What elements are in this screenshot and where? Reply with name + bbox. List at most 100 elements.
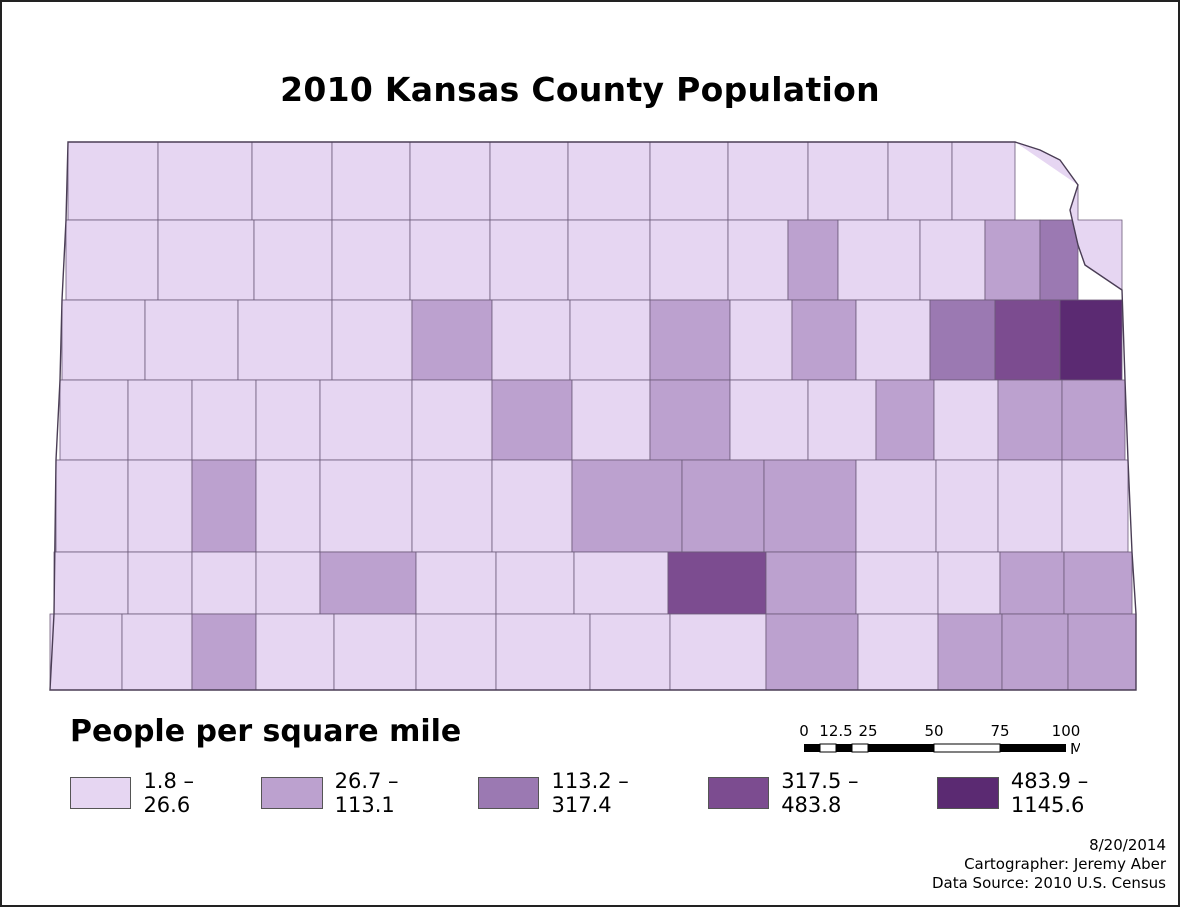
county	[251, 141, 333, 221]
county	[121, 613, 193, 691]
county	[649, 141, 729, 221]
county	[1039, 219, 1079, 301]
county	[791, 299, 857, 381]
county	[994, 299, 1061, 381]
county	[411, 379, 493, 461]
county	[807, 379, 877, 461]
county	[997, 379, 1063, 461]
county	[765, 551, 857, 615]
legend-swatch-1	[70, 777, 132, 809]
county	[331, 219, 411, 301]
legend-item: 1.8 – 26.6	[70, 769, 243, 817]
county	[127, 459, 193, 553]
county	[937, 551, 1001, 615]
county	[409, 141, 491, 221]
county	[787, 219, 839, 301]
legend-item: 483.9 – 1145.6	[937, 769, 1162, 817]
county	[491, 459, 573, 553]
county	[1063, 551, 1133, 615]
legend-label: 483.9 – 1145.6	[1010, 769, 1089, 817]
scale-bar: 0 12.5 25 50 75 100 Miles	[800, 722, 1080, 758]
county	[919, 219, 986, 301]
county	[255, 379, 321, 461]
county	[255, 459, 321, 553]
county	[1059, 299, 1123, 381]
county	[65, 219, 159, 301]
state-outline	[49, 141, 1137, 691]
county	[49, 613, 123, 691]
county	[191, 551, 257, 615]
legend-title: People per square mile	[70, 714, 462, 749]
legend-swatch-3	[478, 777, 540, 809]
county	[491, 299, 571, 381]
county	[649, 379, 731, 461]
county	[857, 613, 939, 691]
county	[333, 613, 417, 691]
legend-item: 113.2 – 317.4	[478, 769, 690, 817]
data-source-credit: Data Source: 2010 U.S. Census	[931, 874, 1166, 892]
county	[573, 551, 669, 615]
county	[491, 379, 573, 461]
legend-swatch-5	[937, 777, 999, 809]
county	[571, 459, 683, 553]
scale-tick-label: 0	[800, 722, 809, 740]
legend-swatch-4	[707, 777, 770, 809]
county	[1067, 613, 1137, 691]
county	[157, 219, 255, 301]
county	[411, 299, 493, 381]
county	[837, 219, 921, 301]
county	[191, 613, 257, 691]
legend-item: 26.7 – 113.1	[261, 769, 460, 817]
county	[331, 299, 413, 381]
scale-tick-label: 25	[858, 722, 877, 740]
county	[569, 299, 651, 381]
county	[763, 459, 857, 553]
county	[567, 141, 651, 221]
county	[567, 219, 651, 301]
county	[127, 551, 193, 615]
county	[727, 219, 789, 301]
county	[191, 379, 257, 461]
scale-unit-label: Miles	[1070, 740, 1080, 758]
county	[933, 379, 999, 461]
county	[1061, 379, 1126, 461]
map-credits: 8/20/2014 Cartographer: Jeremy Aber Data…	[932, 836, 1166, 893]
county	[935, 459, 999, 553]
county	[331, 141, 411, 221]
map-date: 8/20/2014	[1089, 836, 1166, 854]
county	[765, 613, 859, 691]
county	[67, 141, 159, 221]
county	[999, 551, 1065, 615]
county	[495, 551, 575, 615]
county	[807, 141, 889, 221]
county	[649, 299, 731, 381]
county	[855, 459, 937, 553]
cartographer-credit: Cartographer: Jeremy Aber	[964, 855, 1166, 873]
county	[255, 551, 321, 615]
legend-label: 26.7 – 113.1	[334, 769, 399, 817]
county	[495, 613, 591, 691]
county	[61, 299, 146, 381]
county	[319, 459, 413, 553]
county	[997, 459, 1063, 553]
county	[255, 613, 335, 691]
county	[951, 141, 1016, 221]
county	[669, 613, 767, 691]
county	[649, 219, 729, 301]
county	[589, 613, 671, 691]
county	[489, 219, 569, 301]
county	[1061, 459, 1129, 553]
legend-item: 317.5 – 483.8	[707, 769, 920, 817]
scale-bar-segments	[804, 743, 1066, 753]
county	[729, 379, 809, 461]
legend-label: 1.8 – 26.6	[143, 769, 195, 817]
county	[415, 551, 497, 615]
county	[667, 551, 767, 615]
county	[887, 141, 953, 221]
county	[855, 299, 931, 381]
county	[191, 459, 257, 553]
county	[1001, 613, 1069, 691]
county	[127, 379, 193, 461]
